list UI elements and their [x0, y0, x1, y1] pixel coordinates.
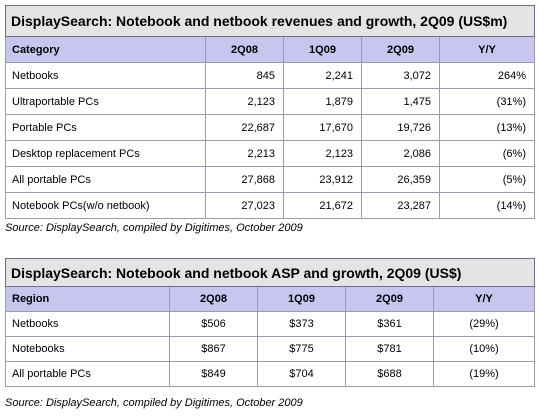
- column-header: Category: [5, 36, 206, 63]
- table-title: DisplaySearch: Notebook and netbook ASP …: [4, 258, 536, 287]
- cell-value: 2,241: [283, 62, 362, 89]
- source-note: Source: DisplaySearch, compiled by Digit…: [5, 222, 303, 234]
- row-label: Portable PCs: [5, 114, 206, 141]
- row-label: Netbooks: [5, 311, 170, 337]
- table-row: Notebooks $867 $775 $781 (10%): [5, 336, 536, 362]
- cell-value: $867: [169, 336, 258, 362]
- column-header: Region: [5, 286, 170, 312]
- row-label: All portable PCs: [5, 166, 206, 193]
- cell-value: 17,670: [283, 114, 362, 141]
- row-label: Notebook PCs(w/o netbook): [5, 192, 206, 219]
- column-header: Y/Y: [439, 36, 535, 63]
- table-title-row: DisplaySearch: Notebook and netbook ASP …: [4, 258, 536, 287]
- cell-value: (5%): [439, 166, 535, 193]
- source-note: Source: DisplaySearch, compiled by Digit…: [5, 397, 303, 409]
- row-label: Ultraportable PCs: [5, 88, 206, 115]
- cell-value: (13%): [439, 114, 535, 141]
- table-row: Portable PCs 22,687 17,670 19,726 (13%): [5, 114, 535, 141]
- column-header: 2Q08: [205, 36, 284, 63]
- cell-value: $775: [257, 336, 346, 362]
- cell-value: (14%): [439, 192, 535, 219]
- cell-value: (31%): [439, 88, 535, 115]
- cell-value: 21,672: [283, 192, 362, 219]
- cell-value: (10%): [432, 336, 536, 362]
- table-row: Notebook PCs(w/o netbook) 27,023 21,672 …: [5, 192, 535, 219]
- cell-value: 2,213: [205, 140, 284, 167]
- cell-value: 23,912: [283, 166, 362, 193]
- row-label: Netbooks: [5, 62, 206, 89]
- cell-value: 264%: [439, 62, 535, 89]
- row-label: Desktop replacement PCs: [5, 140, 206, 167]
- table-row: All portable PCs $849 $704 $688 (19%): [5, 361, 536, 387]
- cell-value: 2,123: [283, 140, 362, 167]
- cell-value: 26,359: [361, 166, 440, 193]
- column-header: 1Q09: [257, 286, 346, 312]
- column-header: 2Q09: [361, 36, 440, 63]
- table-row: Netbooks $506 $373 $361 (29%): [5, 311, 536, 337]
- cell-value: 1,475: [361, 88, 440, 115]
- table-title: DisplaySearch: Notebook and netbook reve…: [5, 5, 535, 37]
- column-header: 2Q09: [345, 286, 434, 312]
- table-row: Netbooks 845 2,241 3,072 264%: [5, 62, 535, 89]
- table-title-row: DisplaySearch: Notebook and netbook reve…: [5, 5, 535, 37]
- column-header: 2Q08: [169, 286, 258, 312]
- cell-value: 2,123: [205, 88, 284, 115]
- cell-value: $361: [345, 311, 434, 337]
- cell-value: 1,879: [283, 88, 362, 115]
- cell-value: $849: [169, 361, 258, 387]
- row-label: All portable PCs: [5, 361, 170, 387]
- table-row: All portable PCs 27,868 23,912 26,359 (5…: [5, 166, 535, 193]
- cell-value: $781: [345, 336, 434, 362]
- cell-value: (6%): [439, 140, 535, 167]
- cell-value: 2,086: [361, 140, 440, 167]
- cell-value: 845: [205, 62, 284, 89]
- cell-value: (29%): [432, 311, 536, 337]
- cell-value: $506: [169, 311, 258, 337]
- column-header: 1Q09: [283, 36, 362, 63]
- table-row: Ultraportable PCs 2,123 1,879 1,475 (31%…: [5, 88, 535, 115]
- cell-value: (19%): [432, 361, 536, 387]
- table-row: Desktop replacement PCs 2,213 2,123 2,08…: [5, 140, 535, 167]
- cell-value: 19,726: [361, 114, 440, 141]
- row-label: Notebooks: [5, 336, 170, 362]
- cell-value: 22,687: [205, 114, 284, 141]
- table-header-row: Region 2Q08 1Q09 2Q09 Y/Y: [5, 286, 536, 312]
- cell-value: 27,023: [205, 192, 284, 219]
- cell-value: $704: [257, 361, 346, 387]
- revenue-table: DisplaySearch: Notebook and netbook reve…: [5, 5, 535, 219]
- cell-value: 23,287: [361, 192, 440, 219]
- asp-table: DisplaySearch: Notebook and netbook ASP …: [4, 258, 536, 387]
- cell-value: $688: [345, 361, 434, 387]
- column-header: Y/Y: [432, 286, 536, 312]
- cell-value: 3,072: [361, 62, 440, 89]
- cell-value: $373: [257, 311, 346, 337]
- cell-value: 27,868: [205, 166, 284, 193]
- table-header-row: Category 2Q08 1Q09 2Q09 Y/Y: [5, 36, 535, 63]
